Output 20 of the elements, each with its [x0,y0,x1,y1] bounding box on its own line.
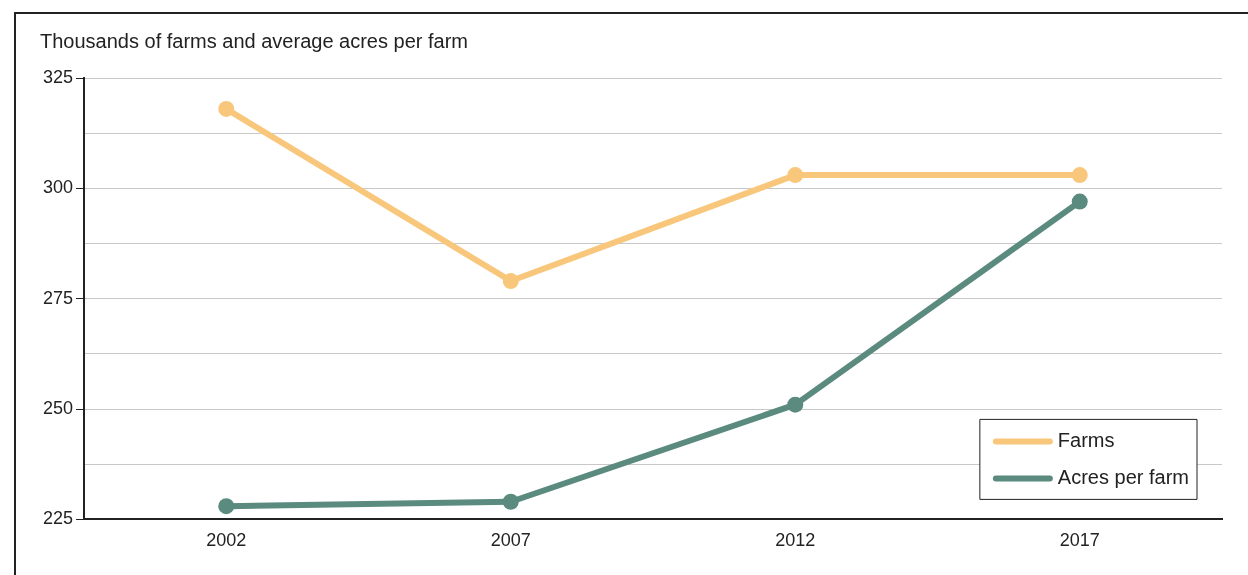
y-tick-label: 225 [42,508,74,529]
point [787,396,804,413]
y-tick-label: 325 [42,66,74,87]
y-tick-label: 250 [42,398,74,419]
x-tick-label: 2002 [206,530,247,551]
legend-label: Acres per farm [1057,465,1190,488]
point [787,167,804,184]
y-tick-label: 300 [42,177,74,198]
legend-label: Farms [1057,428,1115,451]
chart-title: Thousands of farms and average acres per farm [40,29,468,52]
x-tick-label: 2012 [775,530,816,551]
point [1071,193,1088,210]
x-tick-label: 2017 [1059,530,1100,551]
x-tick-label: 2007 [490,530,531,551]
point [218,498,235,515]
y-tick-label: 275 [42,287,74,308]
point [502,493,519,510]
point [1071,167,1088,184]
point [502,273,519,290]
point [218,100,235,117]
